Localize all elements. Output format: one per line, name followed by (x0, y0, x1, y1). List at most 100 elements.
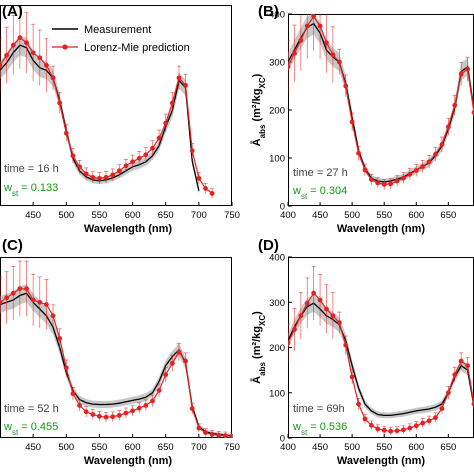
wst-value: = 0.133 (18, 182, 58, 194)
prediction-point (196, 425, 202, 431)
prediction-point (156, 135, 162, 141)
prediction-point (324, 40, 329, 46)
prediction-point (183, 358, 189, 364)
prediction-point (317, 23, 323, 29)
plot-frame (0, 5, 232, 206)
prediction-point (375, 180, 381, 186)
prediction-point (292, 50, 297, 56)
x-tick-label: 550 (376, 442, 392, 453)
prediction-point (356, 401, 361, 407)
y-axis-title-part: abs (258, 362, 267, 376)
y-axis-title-part: Ā (251, 376, 263, 384)
legend-prediction-label: Lorenz-Mie prediction (84, 42, 190, 54)
y-tick-label: 200 (269, 343, 285, 354)
prediction-point (130, 408, 135, 414)
wst-symbol: w (292, 421, 301, 433)
x-tick-label: 450 (25, 442, 41, 453)
prediction-point (216, 432, 222, 438)
prediction-point (471, 110, 474, 115)
prediction-point (471, 401, 474, 407)
x-tick-label: 550 (91, 210, 107, 221)
wst-symbol: w (3, 182, 12, 194)
prediction-point (458, 358, 464, 364)
prediction-point (110, 172, 116, 178)
prediction-point (349, 119, 355, 125)
x-tick-label: 500 (58, 210, 74, 221)
x-tick-label: 550 (91, 442, 107, 453)
prediction-point (10, 42, 16, 48)
x-tick-label: 650 (440, 442, 456, 453)
prediction-point (362, 167, 368, 173)
x-tick-label: 650 (158, 210, 174, 221)
wst-subscript: st (301, 192, 308, 201)
prediction-point (4, 295, 10, 301)
prediction-point (110, 414, 116, 420)
prediction-point (381, 182, 387, 187)
prediction-point (0, 299, 3, 305)
prediction-point (304, 300, 310, 306)
x-tick-label: 700 (191, 210, 207, 221)
plot-frame (0, 257, 232, 438)
y-tick-label: 300 (269, 298, 285, 309)
prediction-point (452, 102, 458, 108)
prediction-point (401, 175, 406, 181)
prediction-point (388, 428, 394, 434)
plot-area (288, 14, 474, 190)
wst-subscript: st (301, 428, 308, 437)
panel-label: (B) (258, 3, 279, 20)
x-axis-title: Wavelength (nm) (84, 455, 173, 467)
prediction-point (169, 360, 175, 366)
prediction-point (229, 433, 232, 438)
prediction-point (143, 152, 149, 158)
measurement-line (288, 302, 474, 417)
prediction-point (163, 372, 169, 378)
prediction-point (103, 414, 109, 420)
prediction-point (420, 164, 426, 170)
x-axis-title: Wavelength (nm) (337, 223, 426, 235)
legend: Measurement Lorenz-Mie prediction (52, 24, 190, 54)
x-tick-label: 450 (25, 210, 41, 221)
prediction-point (150, 145, 155, 151)
prediction-point (163, 120, 169, 126)
x-tick-label: 650 (158, 442, 174, 453)
x-tick-label: 450 (312, 210, 328, 221)
panel-label: (A) (2, 3, 23, 20)
prediction-point (407, 425, 413, 431)
panel-b: 400 450 500 550 600 650 Wavelength (nm) 0 100 200… (251, 3, 474, 235)
prediction-point (311, 290, 317, 296)
y-axis-title: Āabs (m²/kgXC) (251, 311, 267, 384)
y-tick-label: 300 (269, 58, 285, 69)
prediction-point (83, 171, 89, 177)
prediction-point (37, 299, 43, 305)
y-tick-label: 200 (269, 106, 285, 117)
x-axis-title: Wavelength (nm) (337, 455, 426, 467)
prediction-point (288, 340, 291, 346)
prediction-point (116, 412, 122, 418)
prediction-point (381, 427, 387, 433)
prediction-point (4, 52, 10, 58)
x-tick-label: 600 (408, 442, 424, 453)
prediction-point (426, 159, 432, 165)
x-tick-label: 600 (125, 442, 141, 453)
prediction-point (143, 403, 149, 408)
prediction-point (311, 14, 317, 19)
wst-annotation: wst = 0.304 (292, 185, 347, 201)
prediction-point (375, 426, 381, 432)
prediction-point (176, 75, 182, 81)
y-axis-title-part: Ā (251, 138, 263, 146)
time-annotation: time = 69h (293, 403, 345, 415)
time-annotation: time = 27 h (293, 167, 348, 179)
wst-value: = 0.304 (307, 185, 347, 197)
x-tick-label: 500 (58, 442, 74, 453)
prediction-point (116, 168, 122, 174)
wst-annotation: wst = 0.133 (3, 182, 58, 198)
legend-measurement-label: Measurement (84, 24, 151, 36)
x-axis-title: Wavelength (nm) (84, 223, 173, 235)
prediction-point (77, 403, 82, 408)
wst-subscript: st (12, 189, 19, 198)
prediction-point (90, 174, 96, 180)
measurement-uncertainty-band (288, 14, 474, 186)
wst-annotation: wst = 0.536 (292, 421, 347, 437)
y-axis-title-part: ) (251, 311, 263, 315)
